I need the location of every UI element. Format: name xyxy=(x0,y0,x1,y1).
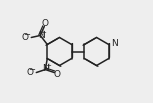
Text: O: O xyxy=(26,68,34,77)
Text: N: N xyxy=(38,31,45,40)
Text: N: N xyxy=(42,64,49,73)
Text: O: O xyxy=(42,19,49,28)
Text: O: O xyxy=(53,70,60,79)
Text: N: N xyxy=(111,39,118,48)
Text: −: − xyxy=(23,30,30,39)
Text: +: + xyxy=(41,30,47,36)
Text: O: O xyxy=(21,33,28,42)
Text: +: + xyxy=(45,63,51,69)
Text: −: − xyxy=(28,66,35,75)
